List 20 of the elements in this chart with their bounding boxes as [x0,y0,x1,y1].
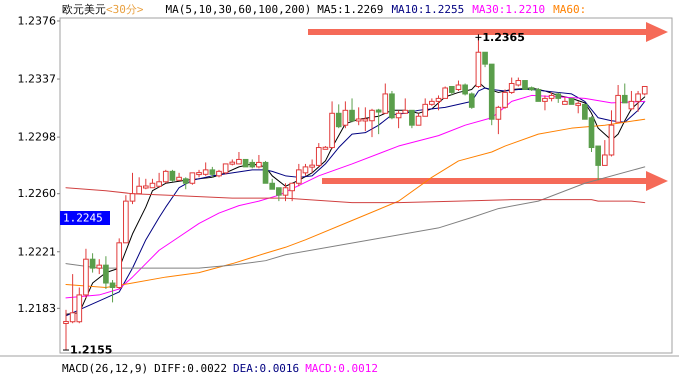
text: MA10:1.2255 [391,3,464,16]
text: MACD(26,12,9) [62,362,148,375]
y-tick-label: 1.2260 [18,187,56,200]
text: MA30:1.2210 [472,3,546,16]
text: MACD:0.0012 [305,362,378,375]
annotation: 1.2365 [482,30,525,44]
y-tick-label: 1.2376 [18,14,56,28]
text: DEA:0.0016 [232,362,300,375]
chart-subtitle: <30分> [106,3,144,16]
annotation: 1.2245 [63,212,103,224]
text: DIFF:0.0022 [154,362,227,375]
text: MA60: [553,3,586,16]
y-tick-label: 1.2221 [18,245,56,258]
y-tick-label: 1.2183 [18,302,56,315]
legend-title: MA(5,10,30,60,100,200) [166,3,312,16]
text: MA5:1.2269 [317,3,384,16]
y-tick-label: 1.2337 [18,72,56,86]
annotation: 1.2155 [70,344,112,357]
y-tick-label: 1.2298 [18,130,56,144]
chart-title: 欧元美元 [62,3,106,16]
